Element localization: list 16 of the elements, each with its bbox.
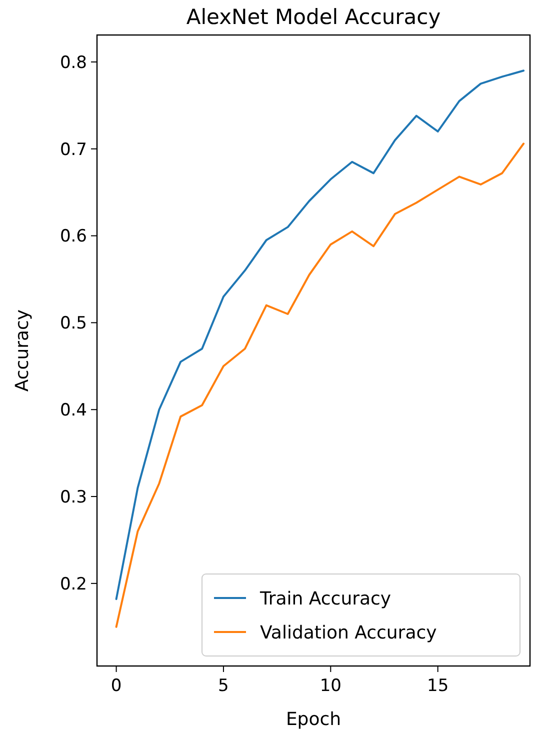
y-tick-label: 0.2 [60, 574, 87, 594]
y-axis-title: Accuracy [12, 309, 33, 392]
x-axis-title: Epoch [286, 709, 342, 730]
x-tick-label: 0 [110, 676, 122, 696]
x-tick-label: 5 [218, 676, 229, 696]
chart-title: AlexNet Model Accuracy [186, 5, 441, 29]
y-tick-label: 0.6 [60, 226, 87, 247]
y-tick-label: 0.7 [60, 140, 87, 160]
legend-label: Validation Accuracy [260, 622, 438, 644]
y-tick-label: 0.3 [60, 487, 87, 508]
x-tick-label: 15 [427, 676, 449, 696]
x-tick-label: 10 [320, 676, 342, 696]
y-tick-label: 0.8 [60, 52, 87, 73]
y-tick-label: 0.5 [60, 314, 87, 334]
y-tick-label: 0.4 [60, 400, 87, 421]
legend-label: Train Accuracy [259, 588, 392, 610]
